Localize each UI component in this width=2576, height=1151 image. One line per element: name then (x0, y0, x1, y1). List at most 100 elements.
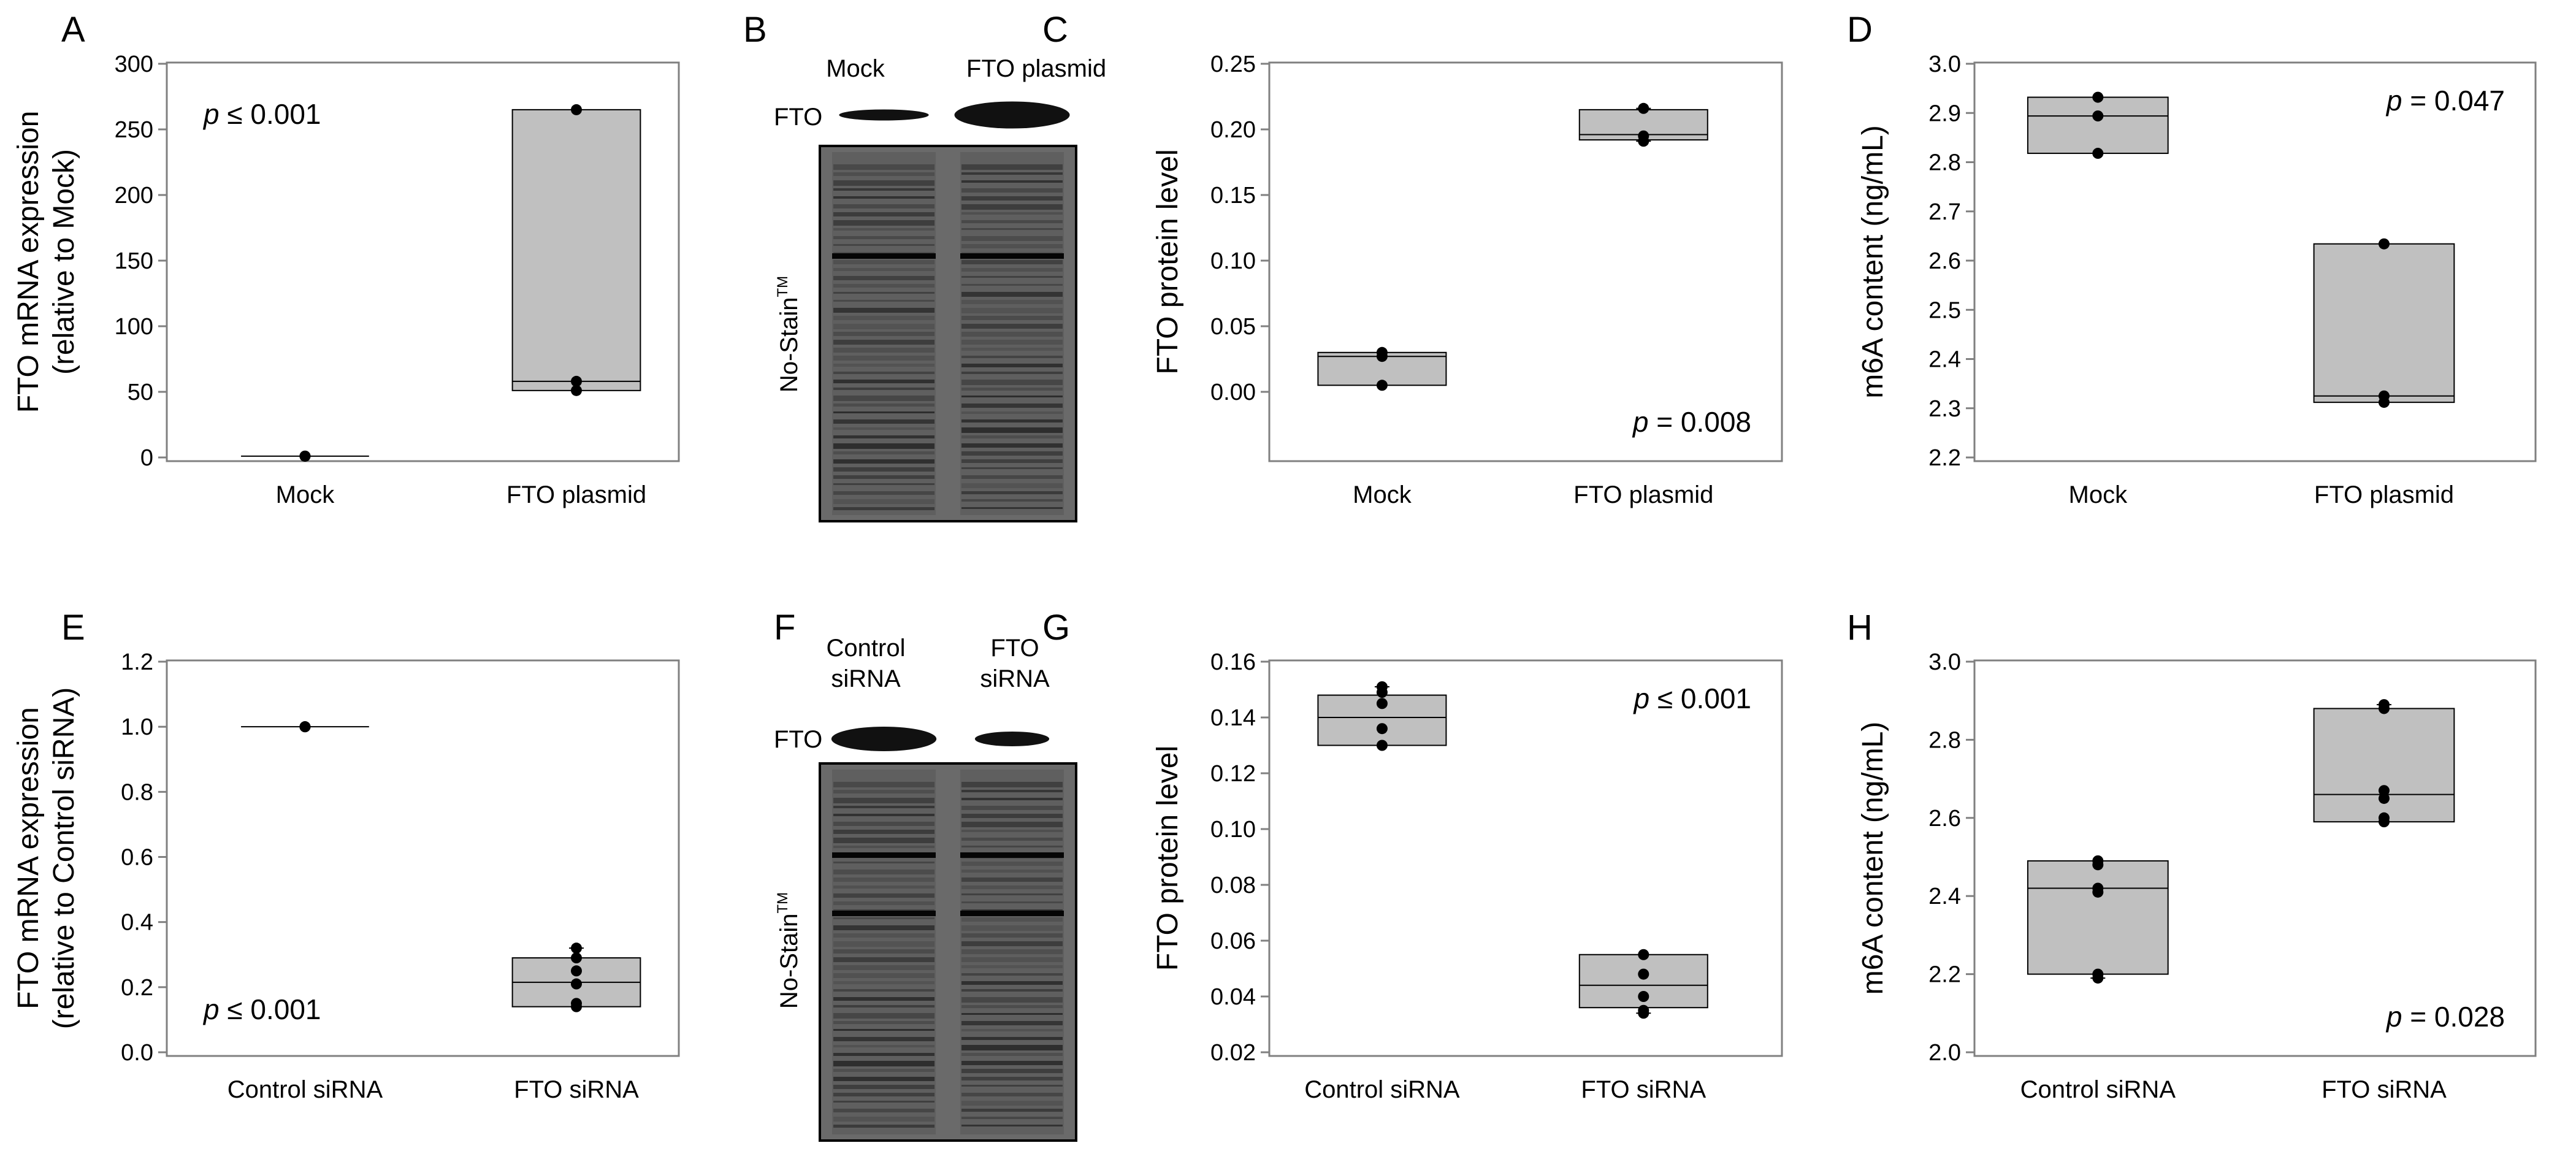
x-category-label: Control siRNA (1304, 1076, 1460, 1103)
stain-band (833, 308, 934, 313)
data-point (299, 721, 311, 733)
data-point (2378, 792, 2390, 804)
p-symbol: p (1632, 406, 1649, 438)
stain-band (833, 973, 934, 978)
stain-band (961, 475, 1063, 479)
stain-band (961, 396, 1063, 397)
stain-band (961, 459, 1063, 463)
stain-band (961, 324, 1063, 329)
y-tick-label: 0.04 (1210, 984, 1256, 1010)
data-point (571, 965, 582, 977)
stain-band (961, 1125, 1063, 1126)
y-tick-label: 0.02 (1210, 1040, 1256, 1066)
stain-band (833, 276, 934, 280)
stain-band (833, 236, 934, 239)
fto-band (974, 732, 1050, 746)
x-category-label: FTO siRNA (514, 1076, 639, 1103)
stain-band (961, 782, 1063, 787)
plot-frame (166, 61, 680, 462)
y-tick-label: 0.14 (1210, 705, 1256, 731)
panel-letter: D (1847, 10, 1873, 50)
stain-band (833, 838, 934, 843)
data-point (1376, 380, 1388, 391)
y-axis-label: FTO protein level (1152, 746, 1184, 971)
stain-label-text: No-Stain (776, 297, 803, 393)
band-label: FTO (774, 104, 822, 131)
stain-band (961, 893, 1063, 895)
stain-band (961, 941, 1063, 946)
stain-band (833, 1037, 934, 1041)
p-symbol: p (2385, 85, 2402, 117)
fto-band (831, 727, 937, 751)
stain-band (961, 188, 1063, 193)
panel-letter: F (774, 608, 795, 648)
stain-band (961, 1045, 1063, 1050)
stain-band (833, 348, 934, 353)
stain-band (833, 403, 934, 407)
y-axis-label: m6A content (ng/mL) (1857, 125, 1889, 399)
stain-label: No-StainTM (774, 276, 803, 392)
y-tick-label: 0.08 (1210, 873, 1256, 898)
p-value-text: ≤ 0.001 (1649, 683, 1751, 714)
stain-band (961, 268, 1063, 272)
stain-band (833, 332, 934, 336)
data-point (1638, 991, 1649, 1002)
data-point (2378, 785, 2390, 797)
y-tick-label: 2.9 (1928, 101, 1961, 126)
fto-band (839, 109, 929, 121)
p-value-annotation: p ≤ 0.001 (202, 98, 321, 130)
y-tick-label: 0.2 (121, 975, 153, 1001)
y-tick-label: 2.3 (1928, 396, 1961, 422)
stain-band (833, 1045, 934, 1047)
p-value-text: ≤ 0.001 (220, 993, 321, 1025)
box (2313, 243, 2455, 403)
data-point (571, 375, 582, 387)
stain-band-strong (832, 852, 936, 858)
y-tick-label: 2.8 (1928, 150, 1961, 176)
panel-d: D 2.2 2.3 2.4 2.5 2.6 2.7 2.8 2.9 3.0 m6A content … (1847, 10, 2537, 508)
stain-band (961, 846, 1063, 847)
p-value-annotation: p = 0.028 (2385, 1001, 2505, 1033)
stain-band-strong (960, 852, 1064, 858)
stain-band (833, 806, 934, 808)
stain-band (833, 1053, 934, 1056)
x-category-label: FTO plasmid (2314, 481, 2454, 508)
stain-band (833, 798, 934, 803)
stain-band (961, 260, 1063, 264)
lane-label: FTO plasmid (966, 55, 1106, 82)
stain-band (833, 300, 934, 302)
lane-label: FTO siRNA (980, 635, 1050, 692)
y-tick-label: 0.20 (1210, 117, 1256, 143)
x-category-label: Mock (2069, 481, 2128, 508)
stain-band (833, 965, 934, 970)
stain-band (833, 846, 934, 848)
panel-letter: G (1042, 608, 1070, 648)
box (511, 109, 641, 391)
y-tick-label: 300 (115, 52, 153, 77)
stain-band (961, 499, 1063, 502)
stain-band (961, 878, 1063, 882)
stain-band (961, 300, 1063, 304)
x-category-label: Control siRNA (2020, 1076, 2176, 1103)
data-point (1376, 687, 1388, 698)
stain-label-sup: TM (774, 276, 791, 297)
stain-band (961, 403, 1063, 408)
y-tick-label: 0.05 (1210, 314, 1256, 340)
stain-band (833, 893, 934, 898)
stain-band (833, 885, 934, 889)
stain-band (961, 1093, 1063, 1096)
stain-lane (960, 770, 1064, 1134)
stain-band (961, 1037, 1063, 1040)
stain-band (961, 435, 1063, 438)
stain-band (961, 1005, 1063, 1008)
stain-band (961, 443, 1063, 448)
data-point (571, 943, 582, 954)
stain-band (961, 949, 1063, 954)
stain-band (833, 814, 934, 816)
p-value-annotation: p ≤ 0.001 (202, 993, 321, 1025)
data-point (2378, 703, 2390, 714)
data-point (571, 978, 582, 990)
stain-band (833, 1101, 934, 1103)
y-axis-label-line2: (relative to Mock) (48, 149, 80, 375)
